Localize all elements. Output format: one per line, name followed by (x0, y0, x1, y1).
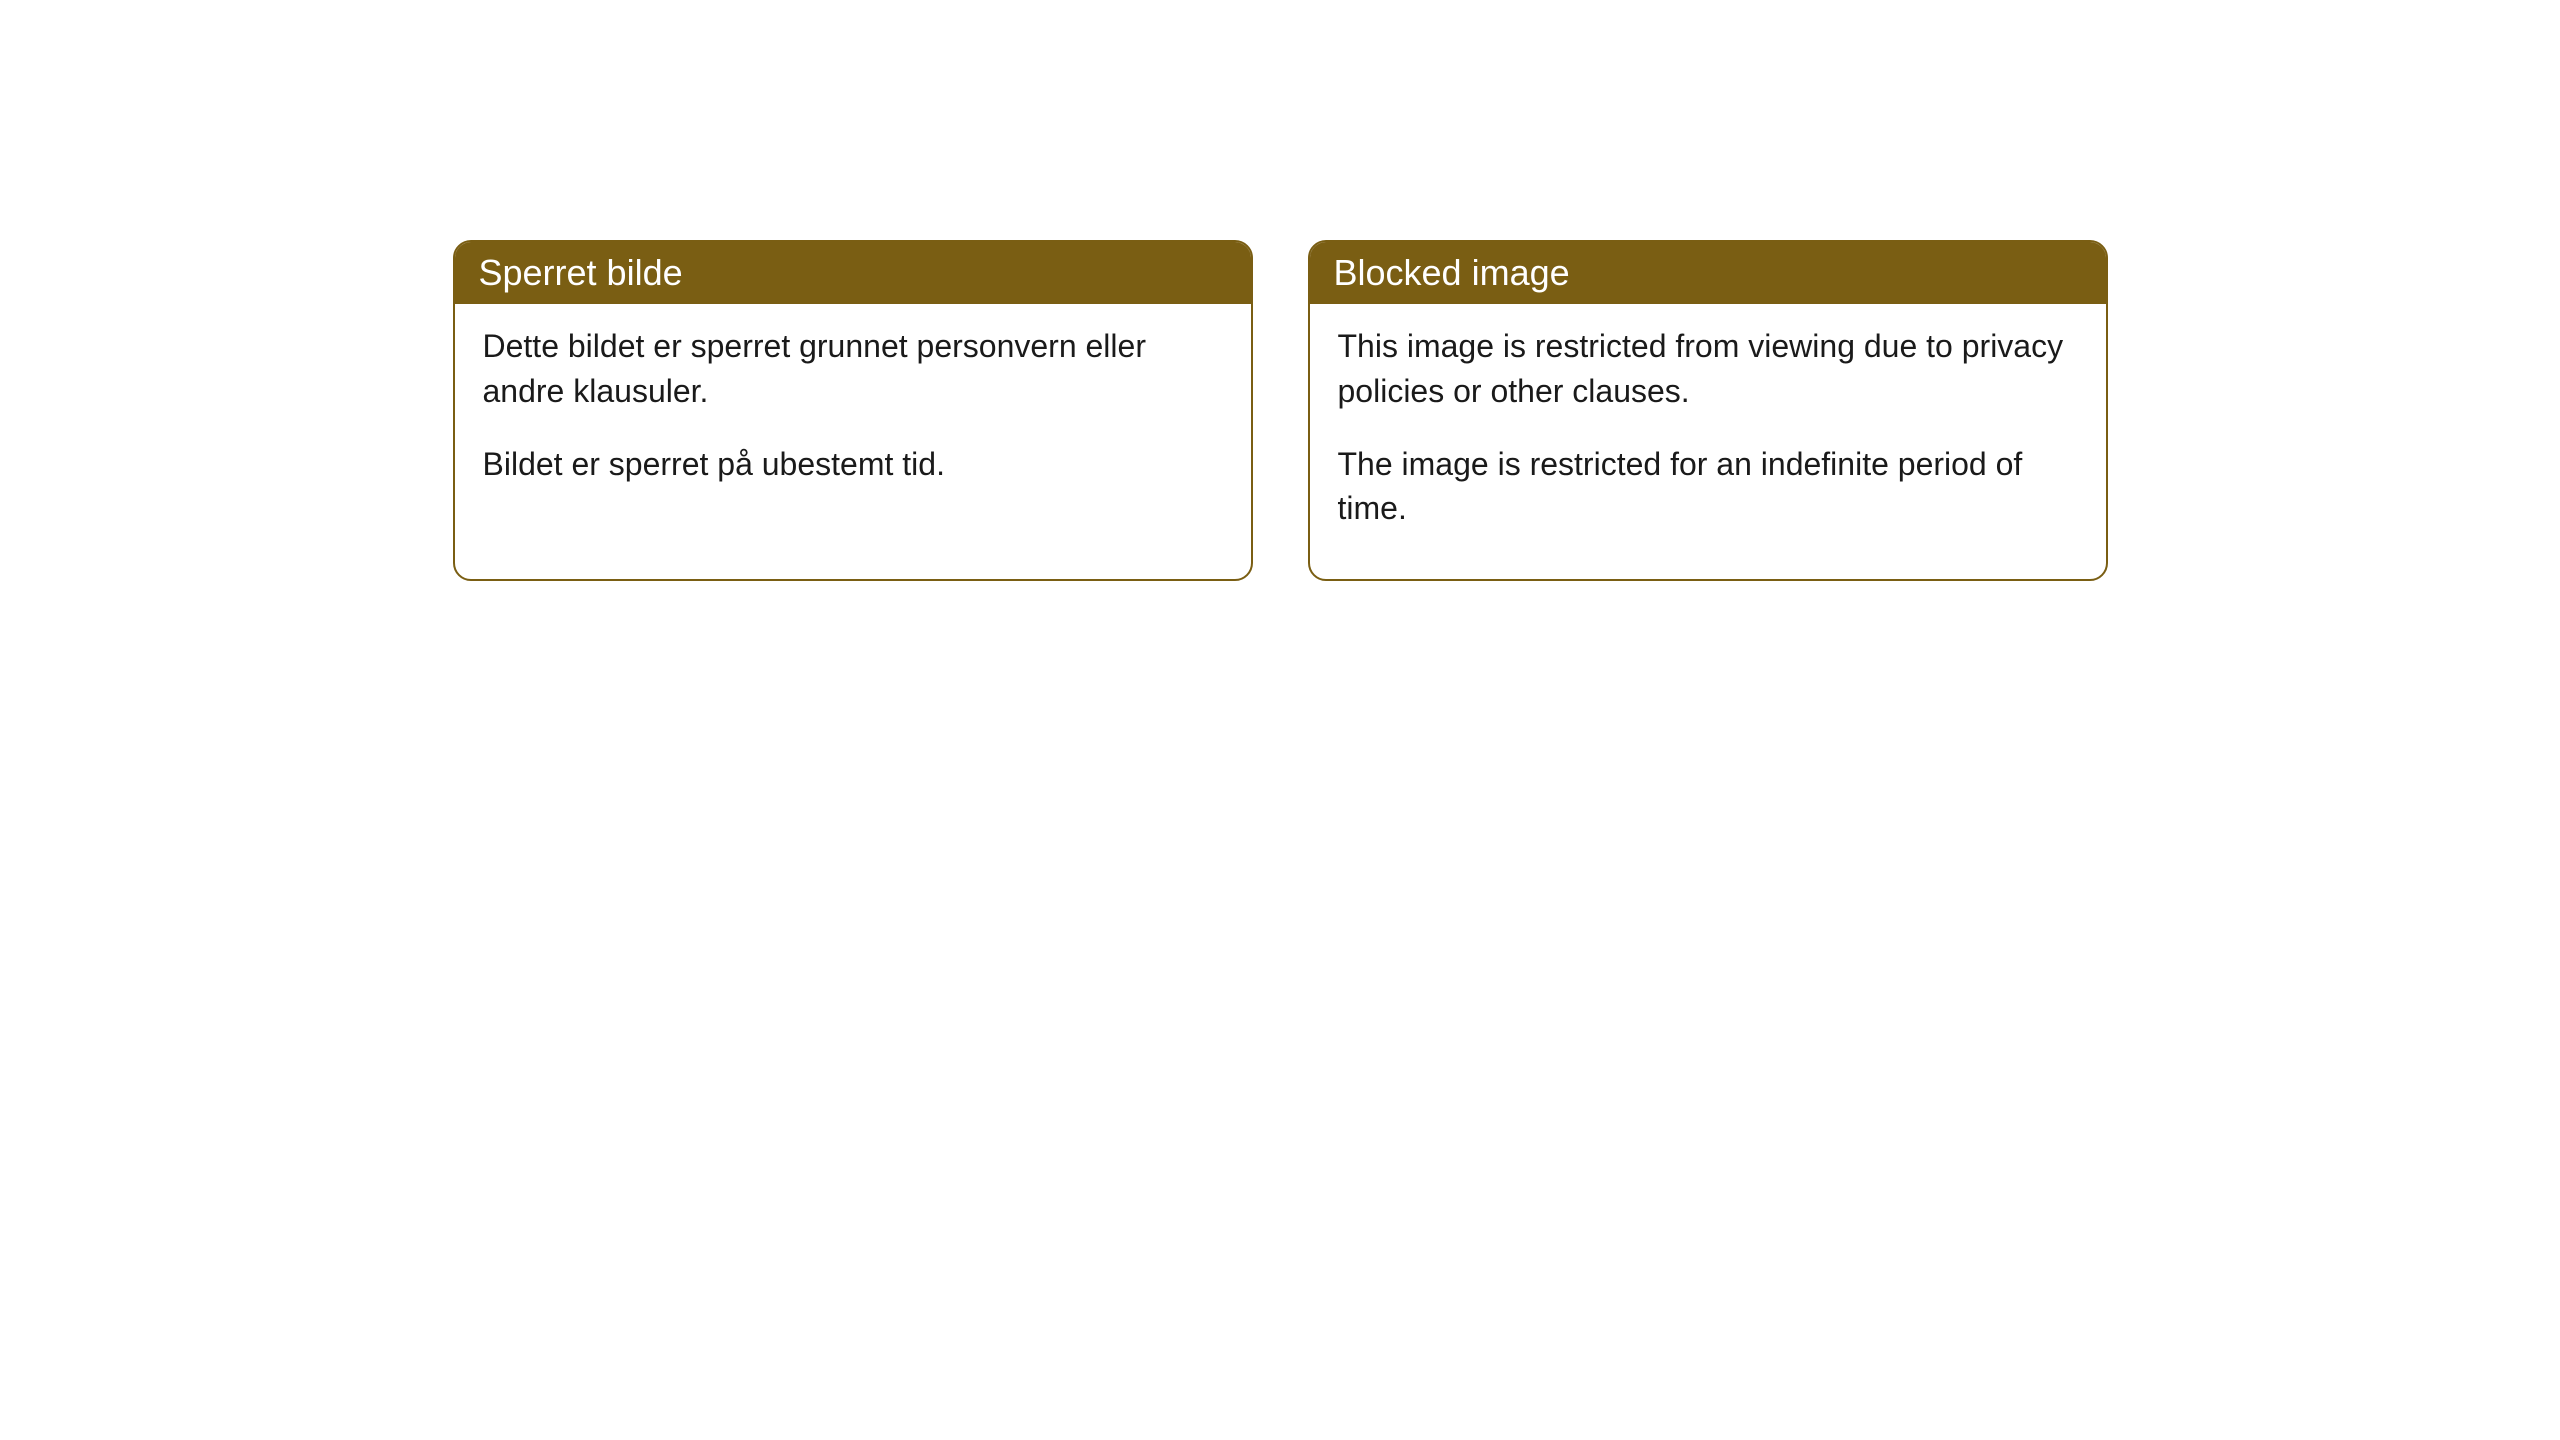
card-paragraph-2: Bildet er sperret på ubestemt tid. (483, 442, 1223, 487)
card-header: Sperret bilde (455, 242, 1251, 304)
card-title: Blocked image (1334, 252, 1570, 293)
card-header: Blocked image (1310, 242, 2106, 304)
card-title: Sperret bilde (479, 252, 683, 293)
card-body: Dette bildet er sperret grunnet personve… (455, 304, 1251, 534)
blocked-image-card-norwegian: Sperret bilde Dette bildet er sperret gr… (453, 240, 1253, 581)
card-paragraph-1: Dette bildet er sperret grunnet personve… (483, 324, 1223, 414)
cards-container: Sperret bilde Dette bildet er sperret gr… (0, 240, 2560, 581)
card-paragraph-1: This image is restricted from viewing du… (1338, 324, 2078, 414)
card-paragraph-2: The image is restricted for an indefinit… (1338, 442, 2078, 532)
blocked-image-card-english: Blocked image This image is restricted f… (1308, 240, 2108, 581)
card-body: This image is restricted from viewing du… (1310, 304, 2106, 579)
